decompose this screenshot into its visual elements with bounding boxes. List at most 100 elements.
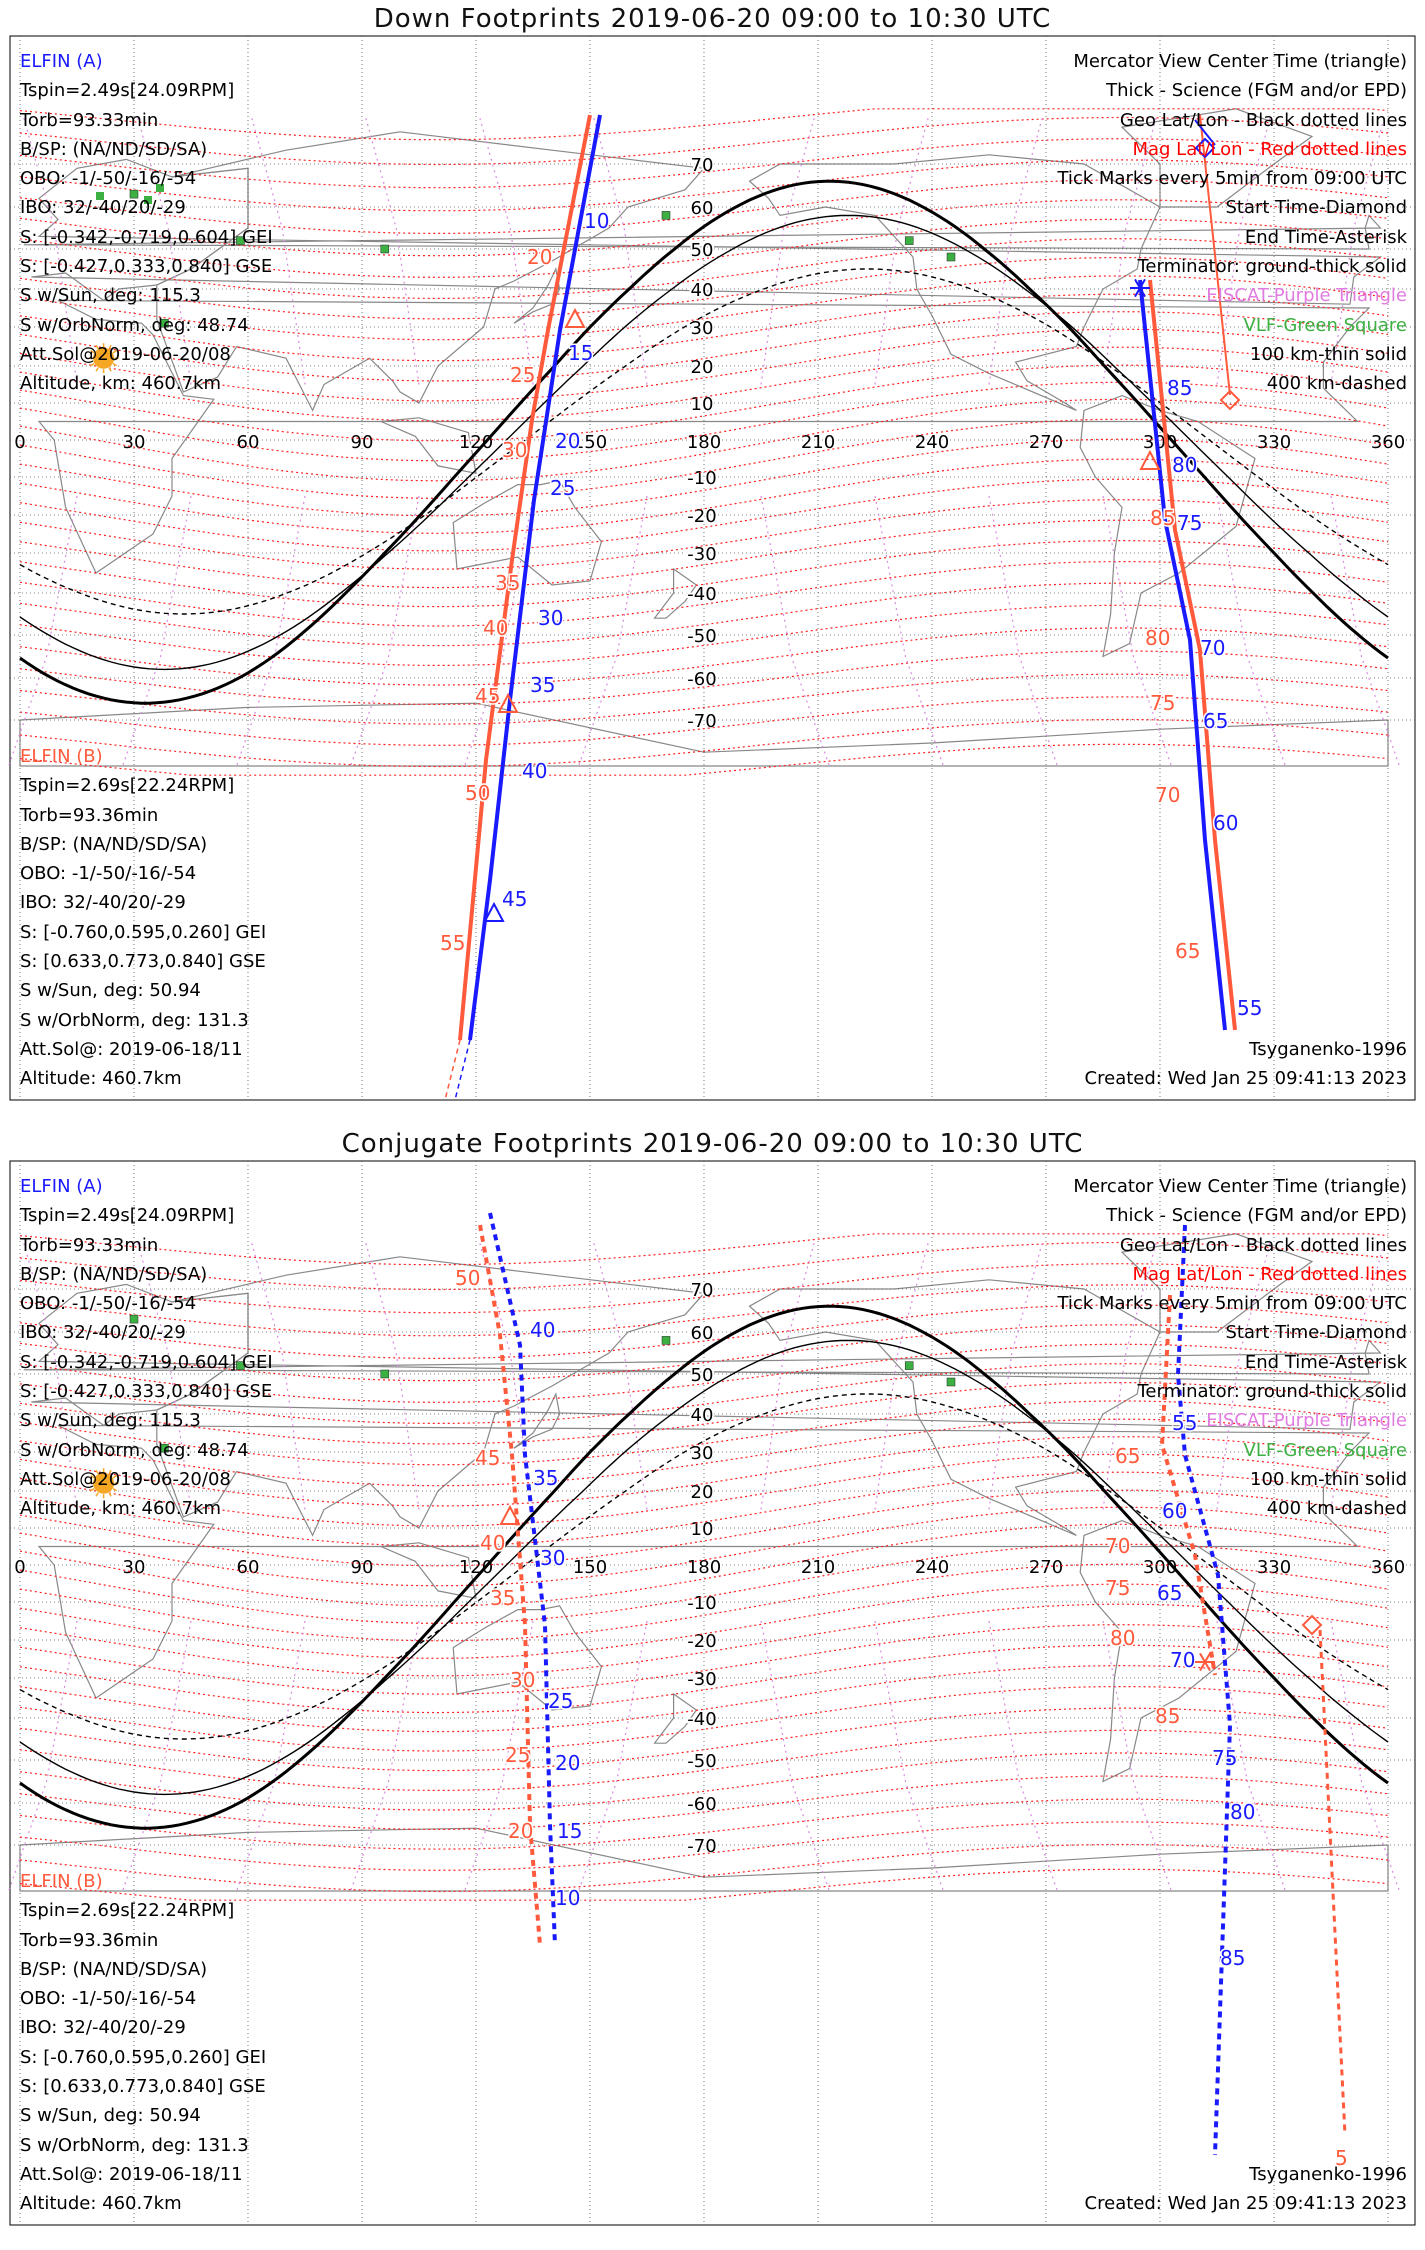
vlf-station-square-icon <box>96 192 104 200</box>
elfin-a-tick-label: 20 <box>555 1751 580 1775</box>
lon-tick-label: 120 <box>459 1557 493 1578</box>
lat-tick-label: 50 <box>691 240 714 261</box>
lon-tick-label: 180 <box>687 432 721 453</box>
lat-tick-label: -10 <box>687 468 716 489</box>
mag-parallel <box>19 1471 1389 1547</box>
model-credit: Tsyganenko-1996 <box>1249 1039 1407 1060</box>
mag-parallel <box>19 1603 1389 1677</box>
elfin-b-thin-track <box>1199 114 1231 396</box>
vlf-station-square-icon <box>236 236 245 245</box>
coastline-n-america <box>748 1279 1161 1536</box>
info-line: Att.Sol@: 2019-06-18/11 <box>20 2163 243 2185</box>
mag-meridian <box>1102 1242 1157 1510</box>
coastline-africa <box>37 299 1371 574</box>
legend-entry: Geo Lat/Lon - Black dotted lines <box>1119 1234 1407 1256</box>
mag-meridian <box>760 495 830 767</box>
mag-meridian <box>365 1242 420 1510</box>
elfin-b-tick-label: 40 <box>480 1531 505 1555</box>
mag-meridian <box>236 1620 306 1892</box>
mag-meridian <box>1102 495 1172 767</box>
mag-parallel <box>19 328 1389 402</box>
mag-meridian <box>988 1620 1058 1892</box>
sun-ray <box>95 1492 99 1497</box>
mag-parallel <box>19 1284 1389 1337</box>
asterisk-stroke <box>1199 1652 1211 1672</box>
mag-meridian <box>1330 1620 1400 1892</box>
info-line: S w/OrbNorm, deg: 48.74 <box>20 314 249 336</box>
mag-meridian <box>23 1242 78 1510</box>
mag-parallel <box>19 1707 1389 1772</box>
elfin-b-tick-label: 45 <box>475 1446 500 1470</box>
mag-parallel <box>19 1821 1389 1871</box>
sun-icon <box>93 347 115 369</box>
elfin-b-tick-label: 25 <box>505 1743 530 1767</box>
info-line: Torb=93.36min <box>20 804 159 826</box>
coastline-s-america <box>1079 394 1256 658</box>
lat-tick-label: -30 <box>687 1669 716 1690</box>
sun-ray <box>112 1488 117 1492</box>
elfin-b-tick-label: 5 <box>1335 2146 1348 2170</box>
mag-meridian <box>23 117 78 385</box>
info-line: S: [-0.760,0.595,0.260] GEI <box>20 921 267 943</box>
vlf-station-square-icon <box>160 318 169 328</box>
triangle-marker-icon <box>564 307 586 328</box>
mag-parallel <box>19 1418 1389 1487</box>
info-line: Att.Sol@2019-06-20/08 <box>20 343 231 365</box>
terminators <box>19 1304 1389 1830</box>
lat-tick-label: -20 <box>687 506 716 527</box>
mag-meridian <box>8 1620 78 1892</box>
lon-tick-label: 330 <box>1257 1557 1291 1578</box>
mag-parallel <box>19 238 1389 300</box>
elfin-a-info: ELFIN (A) Tspin=2.49s[24.09RPM] Torb=93.33… <box>20 1172 273 1524</box>
terminator-400km <box>19 1393 1389 1740</box>
lat-tick-label: 60 <box>691 1323 714 1344</box>
vlf-station-square-icon <box>144 196 152 204</box>
mag-parallel <box>19 539 1389 608</box>
elfin-a-tick-label: 25 <box>548 1689 573 1713</box>
mag-meridian <box>760 117 815 385</box>
legend-entry: EISCAT-Purple Triangle <box>1206 1410 1407 1432</box>
lon-tick-label: 150 <box>573 1557 607 1578</box>
mag-meridian <box>464 1620 534 1892</box>
sun-icon <box>93 1472 115 1494</box>
elfin-b-tick-label: 30 <box>510 1668 535 1692</box>
lon-tick-label: 330 <box>1257 432 1291 453</box>
terminator-100km <box>19 214 1389 671</box>
mag-parallel <box>19 1583 1389 1659</box>
elfin-b-track-west <box>478 1224 542 1946</box>
legend-entry: VLF-Green Square <box>1243 1439 1407 1461</box>
terminator-400km <box>19 268 1389 615</box>
mag-meridian <box>874 1242 929 1510</box>
vlf-station-square-icon <box>129 189 139 199</box>
elfin-b-tick-label: 20 <box>508 1819 533 1843</box>
lat-tick-label: 20 <box>691 1482 714 1503</box>
mag-meridian <box>350 1620 420 1892</box>
terminator-100km <box>19 1339 1389 1796</box>
info-line: Altitude, km: 460.7km <box>20 373 222 395</box>
coastline-australia <box>452 480 603 586</box>
mag-parallel <box>19 673 1389 725</box>
lon-tick-label: 90 <box>351 1557 374 1578</box>
mag-meridian <box>988 117 1043 385</box>
elfin-b-tick-label: 85 <box>1150 506 1175 530</box>
mag-parallel <box>19 1381 1389 1445</box>
info-line: S: [0.633,0.773,0.840] GSE <box>20 2076 266 2098</box>
info-line: B/SP: (NA/ND/SD/SA) <box>20 833 208 855</box>
mag-meridian <box>365 117 420 385</box>
elfin-a-tick-label: 10 <box>584 209 609 233</box>
lat-tick-label: 70 <box>691 1280 714 1301</box>
mag-meridian <box>350 495 420 767</box>
triangle-marker-icon <box>483 901 505 922</box>
sun-ray <box>112 1475 117 1479</box>
info-line: S: [-0.342,-0.719,0.604] GEI <box>20 226 273 248</box>
lat-tick-label: -60 <box>687 1794 716 1815</box>
vlf-station-square-icon <box>661 1336 671 1345</box>
triangle-marker-icon <box>497 692 519 713</box>
elfin-b-dashed-tail <box>444 1039 461 1101</box>
asterisk-marker-icon <box>1130 278 1150 298</box>
legend-entry: Terminator: ground-thick solid <box>1137 1381 1407 1403</box>
mag-parallel <box>19 116 1389 166</box>
legend-entry: EISCAT-Purple Triangle <box>1206 285 1407 307</box>
legend-entry: Thick - Science (FGM and/or EPD) <box>1106 1205 1407 1227</box>
mag-parallel <box>19 1233 1389 1266</box>
